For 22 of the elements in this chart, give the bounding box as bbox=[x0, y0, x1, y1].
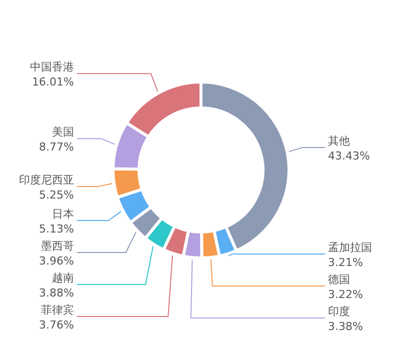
data-label: 3.76% bbox=[39, 318, 74, 332]
data-label: 3.22% bbox=[328, 288, 363, 301]
data-label: 16.01% bbox=[32, 76, 74, 89]
slice-label: 美国 bbox=[52, 126, 74, 139]
data-label: 3.38% bbox=[328, 320, 363, 333]
data-label: 43.43% bbox=[328, 149, 370, 162]
data-label: 3.88% bbox=[39, 286, 74, 300]
slice-label: 墨西哥 bbox=[41, 240, 74, 253]
slice-label: 其他 bbox=[328, 134, 350, 148]
data-label: 5.13% bbox=[39, 222, 74, 236]
slice-label: 印度 bbox=[328, 305, 350, 318]
slice-label: 德国 bbox=[328, 273, 350, 286]
data-label: 3.96% bbox=[39, 254, 74, 268]
slice-label: 中国香港 bbox=[30, 60, 74, 74]
data-label: 5.25% bbox=[39, 188, 74, 202]
slice-label: 越南 bbox=[52, 272, 74, 285]
slice-label: 菲律宾 bbox=[41, 304, 74, 317]
data-label: 3.21% bbox=[328, 256, 363, 269]
slice-label: 印度尼西亚 bbox=[19, 174, 74, 187]
slice-label: 日本 bbox=[52, 208, 74, 221]
slice-label: 孟加拉国 bbox=[328, 241, 372, 254]
data-label: 8.77% bbox=[39, 140, 74, 154]
